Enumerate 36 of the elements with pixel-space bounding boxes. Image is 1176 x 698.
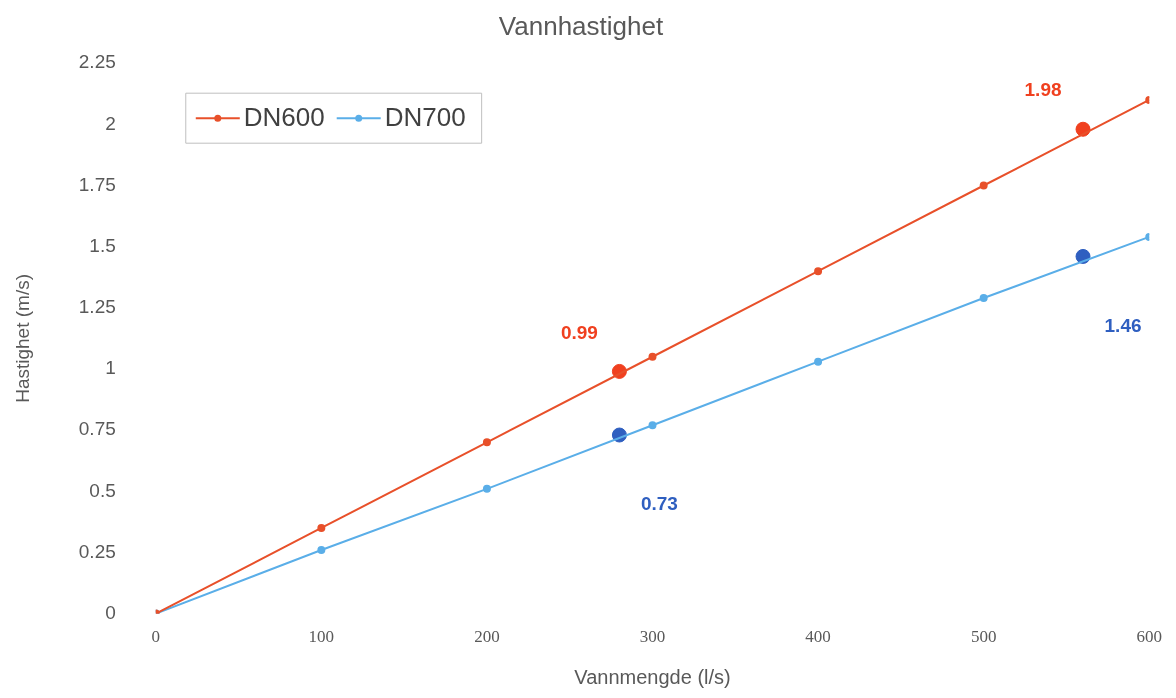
y-tick-label: 1.5 [89,234,116,256]
point [648,352,657,361]
y-tick-label: 0.5 [89,479,116,501]
point [482,438,491,447]
legend-label: DN700 [384,102,466,133]
point [317,546,326,554]
y-tick-label: 0 [105,601,116,623]
x-tick-label: 300 [639,627,666,647]
x-tick-label: 100 [308,627,335,647]
x-tick-label: 0 [151,627,161,647]
x-tick-label: 400 [805,627,831,647]
y-tick-label: 1.25 [78,296,116,318]
y-tick-label: 0.25 [78,540,116,562]
point [979,181,988,190]
legend-label: DN600 [243,102,325,133]
data-label: 0.73 [640,493,678,515]
y-tick-label: 1.75 [78,173,116,195]
point [482,484,491,493]
y-tick-label: 2 [105,112,116,134]
y-axis-title: Hastighet (m/s) [11,273,33,403]
point [814,267,823,276]
data-label: 1.46 [1104,314,1142,336]
point [979,294,988,303]
chart-title: Vannhastighet [498,10,664,41]
data-label: 1.98 [1024,79,1062,101]
y-tick-label: 1 [105,357,116,379]
x-tick-label: 500 [970,627,997,647]
x-axis-title: Vannmengde (l/s) [574,665,731,688]
point [317,523,326,532]
x-tick-label: 600 [1136,627,1162,647]
y-tick-label: 2.25 [78,51,116,73]
x-tick-label: 200 [474,627,500,647]
point [648,421,657,430]
y-tick-label: 0.75 [78,418,116,440]
point [814,357,823,366]
data-label: 0.99 [560,321,598,343]
